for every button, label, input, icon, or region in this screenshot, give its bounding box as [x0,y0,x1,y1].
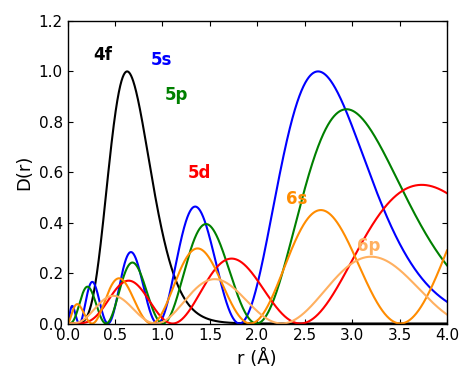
Text: 6s: 6s [286,190,307,208]
Text: 4f: 4f [93,46,112,64]
Text: 5p: 5p [164,86,188,104]
Text: 6p: 6p [357,237,380,255]
Text: 5s: 5s [151,51,173,69]
X-axis label: r (Å): r (Å) [237,349,277,368]
Text: 5d: 5d [188,164,211,182]
Y-axis label: D(r): D(r) [15,155,33,190]
